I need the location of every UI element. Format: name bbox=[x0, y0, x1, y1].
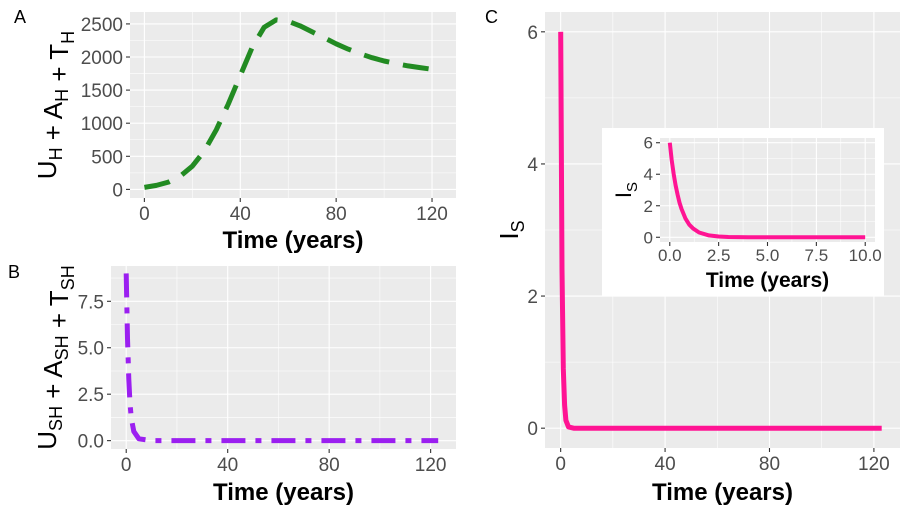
y-axis-title-subscript: H bbox=[58, 31, 78, 44]
x-axis-title: Time (years) bbox=[652, 479, 793, 506]
y-axis-title-term: T bbox=[44, 44, 74, 60]
y-tick-label: 5.0 bbox=[78, 339, 104, 360]
y-axis-title: UH + AH + TH bbox=[32, 31, 78, 179]
y-axis-title-subscript: SH bbox=[58, 265, 78, 290]
y-tick-label: 6 bbox=[644, 134, 653, 153]
panel-tag-b: B bbox=[8, 262, 20, 282]
panel-tag-a: A bbox=[14, 7, 26, 27]
panel-tag-c: C bbox=[485, 7, 498, 27]
x-tick-label: 120 bbox=[416, 204, 448, 225]
y-axis-title-subscript: H bbox=[52, 89, 72, 102]
series-line-c bbox=[558, 31, 882, 431]
y-axis-title-term: I bbox=[494, 232, 524, 239]
x-axis-title: Time (years) bbox=[706, 269, 829, 292]
panel-a: 0 40 80 120 0 500 1000 1500 2000 2500 Time (years)… bbox=[32, 12, 456, 254]
y-axis-title-term: A bbox=[38, 360, 68, 378]
series-line-a bbox=[143, 17, 440, 190]
plot-area bbox=[111, 266, 456, 449]
x-tick-label: 120 bbox=[858, 454, 890, 475]
y-tick-label: 2.5 bbox=[78, 385, 104, 406]
x-tick-label: 10.0 bbox=[849, 246, 882, 265]
y-axis-title-term: A bbox=[38, 101, 68, 119]
y-axis-title-term: U bbox=[32, 160, 62, 179]
x-axis-title: Time (years) bbox=[213, 479, 354, 506]
x-axis-title: Time (years) bbox=[223, 227, 364, 254]
y-tick-label: 6 bbox=[527, 23, 538, 44]
y-axis-title-term: U bbox=[32, 431, 62, 450]
y-tick-label: 0 bbox=[527, 419, 538, 440]
x-tick-label: 0 bbox=[121, 455, 132, 476]
x-tick-label: 7.5 bbox=[805, 246, 829, 265]
y-tick-label: 2 bbox=[527, 287, 538, 308]
x-tick-label: 40 bbox=[230, 204, 251, 225]
x-tick-label: 0 bbox=[139, 204, 150, 225]
y-tick-label: 2000 bbox=[81, 48, 123, 69]
y-axis-title: USH + ASH + TSH bbox=[32, 265, 78, 449]
y-axis-title-plus: + bbox=[38, 378, 68, 406]
y-axis-title-term: T bbox=[44, 290, 74, 306]
series-line-c-inset bbox=[667, 142, 866, 240]
x-tick-label: 0 bbox=[555, 454, 566, 475]
y-axis-title-subscript: SH bbox=[46, 406, 66, 431]
y-tick-label: 7.5 bbox=[78, 292, 104, 313]
y-axis-title-term: I bbox=[611, 192, 636, 198]
x-tick-label: 0.0 bbox=[658, 246, 682, 265]
y-tick-label: 4 bbox=[644, 165, 653, 184]
y-tick-label: 2500 bbox=[81, 15, 123, 36]
y-axis-title-plus: + bbox=[38, 119, 68, 147]
x-tick-label: 40 bbox=[217, 455, 238, 476]
y-axis-title-subscript: S bbox=[624, 182, 641, 192]
x-tick-label: 120 bbox=[415, 455, 447, 476]
x-tick-label: 2.5 bbox=[707, 246, 731, 265]
plot-area bbox=[130, 12, 456, 198]
y-axis-title: IS bbox=[494, 220, 528, 239]
y-tick-label: 1500 bbox=[81, 81, 123, 102]
y-axis-title-plus: + bbox=[44, 306, 74, 335]
y-axis-title-subscript: SH bbox=[52, 335, 72, 360]
y-axis-title-subscript: S bbox=[508, 220, 528, 232]
series-line-b bbox=[123, 273, 439, 444]
y-axis-title: IS bbox=[611, 182, 641, 198]
y-axis-title-plus: + bbox=[44, 60, 74, 89]
y-tick-label: 0 bbox=[644, 228, 653, 247]
y-axis-title-subscript: H bbox=[46, 147, 66, 160]
y-tick-label: 2 bbox=[644, 197, 653, 216]
x-tick-label: 40 bbox=[655, 454, 676, 475]
x-tick-label: 80 bbox=[759, 454, 780, 475]
y-tick-label: 500 bbox=[91, 147, 123, 168]
x-tick-label: 80 bbox=[326, 204, 347, 225]
y-tick-label: 4 bbox=[527, 155, 538, 176]
x-tick-label: 80 bbox=[319, 455, 340, 476]
panel-c-inset: 0.0 2.5 5.0 7.5 10.0 0 2 4 6 Time (years) IS bbox=[602, 128, 884, 296]
x-tick-label: 5.0 bbox=[756, 246, 780, 265]
y-tick-label: 0.0 bbox=[78, 432, 104, 453]
y-tick-label: 0 bbox=[112, 180, 123, 201]
y-tick-label: 1000 bbox=[81, 114, 123, 135]
